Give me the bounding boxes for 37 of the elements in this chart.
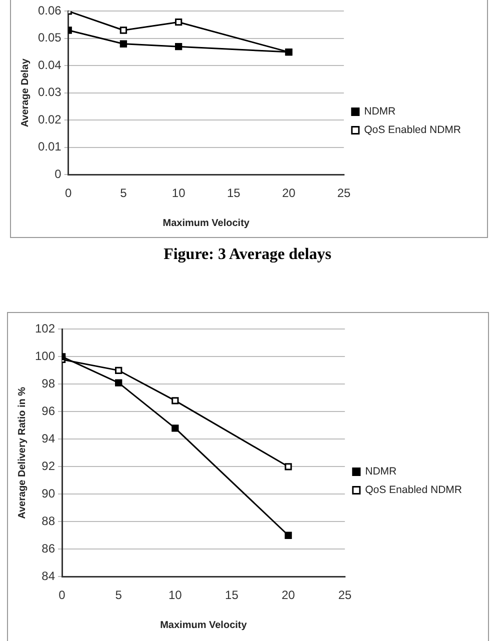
y-tick-label: 0.03 xyxy=(38,85,62,100)
x-tick-label: 0 xyxy=(65,186,72,200)
y-tick-label: 100 xyxy=(34,349,56,363)
y-tick-label: 96 xyxy=(42,404,56,418)
x-tick-label: 25 xyxy=(337,186,351,200)
y-tick-label: 0.01 xyxy=(38,140,62,154)
y-tick-label: 90 xyxy=(42,486,56,500)
y-tick-label: 84 xyxy=(42,568,56,583)
y-tick-label: 98 xyxy=(42,376,56,390)
x-tick-label: 5 xyxy=(115,588,122,602)
legend-label: QoS Enabled NDMR xyxy=(364,124,462,136)
x-tick-label: 5 xyxy=(120,186,128,200)
y-tick-label: 102 xyxy=(34,322,56,336)
x-tick-label: 25 xyxy=(338,588,352,602)
legend-label: NDMR xyxy=(364,106,396,118)
text: Figure: 3 Average delays xyxy=(162,246,332,264)
x-tick-label: 20 xyxy=(282,186,296,200)
y-tick-label: 86 xyxy=(42,541,56,556)
x-axis-title: Maximum Velocity xyxy=(162,218,250,229)
y-tick-label: 0.02 xyxy=(38,112,62,126)
legend-label: QoS Enabled NDMR xyxy=(365,484,462,496)
legend-label: NDMR xyxy=(365,466,398,478)
y-tick-label: 0.05 xyxy=(38,30,62,45)
y-tick-label: 0.04 xyxy=(38,58,62,72)
y-axis-title: Average Delay xyxy=(20,58,31,128)
x-tick-label: 15 xyxy=(225,588,239,602)
x-tick-label: 15 xyxy=(226,186,241,200)
y-tick-label: 92 xyxy=(42,458,56,473)
y-tick-label: 88 xyxy=(42,514,56,528)
x-tick-label: 10 xyxy=(172,186,186,200)
x-tick-label: 10 xyxy=(168,588,182,602)
x-axis-title: Maximum Velocity xyxy=(160,620,248,631)
y-axis-title: Average Delivery Ratio in % xyxy=(16,386,28,519)
y-tick-label: 0.06 xyxy=(38,4,62,18)
x-tick-label: 20 xyxy=(282,588,296,602)
y-tick-label: 0 xyxy=(54,166,62,181)
y-tick-label: 94 xyxy=(42,431,56,446)
